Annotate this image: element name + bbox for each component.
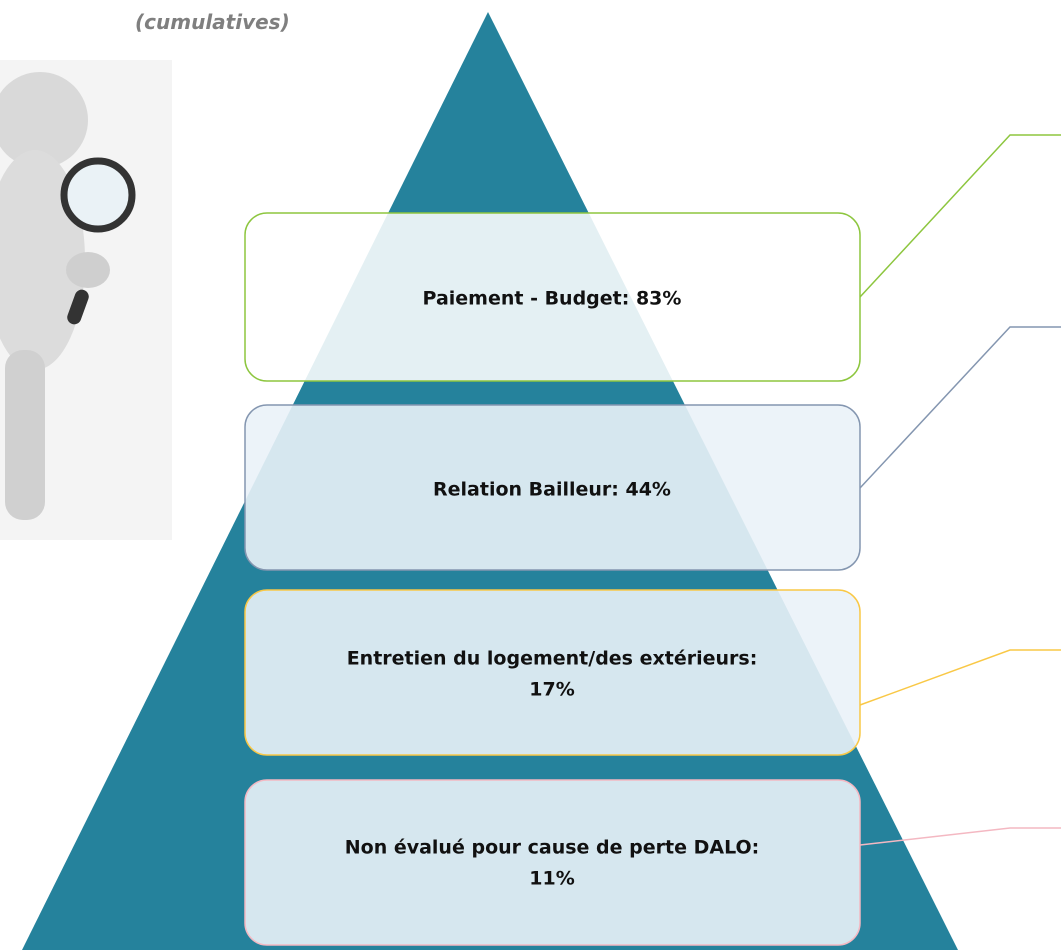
box-label: 11% <box>529 868 574 890</box>
connector <box>859 827 1061 846</box>
connector <box>859 649 1061 706</box>
box-label: Paiement - Budget: 83% <box>423 288 682 310</box>
connector <box>859 326 1061 489</box>
note: (cumulatives) <box>135 10 290 34</box>
box-label: Entretien du logement/des extérieurs: <box>347 648 758 670</box>
connector <box>859 134 1061 298</box>
box <box>244 404 861 571</box>
box <box>244 779 861 946</box>
figure-illustration <box>0 60 172 540</box>
box <box>244 589 861 756</box>
box-label: Relation Bailleur: 44% <box>433 479 671 501</box>
box <box>244 212 861 382</box>
box-label: 17% <box>529 679 574 701</box>
box-label: Non évalué pour cause de perte DALO: <box>345 837 760 859</box>
